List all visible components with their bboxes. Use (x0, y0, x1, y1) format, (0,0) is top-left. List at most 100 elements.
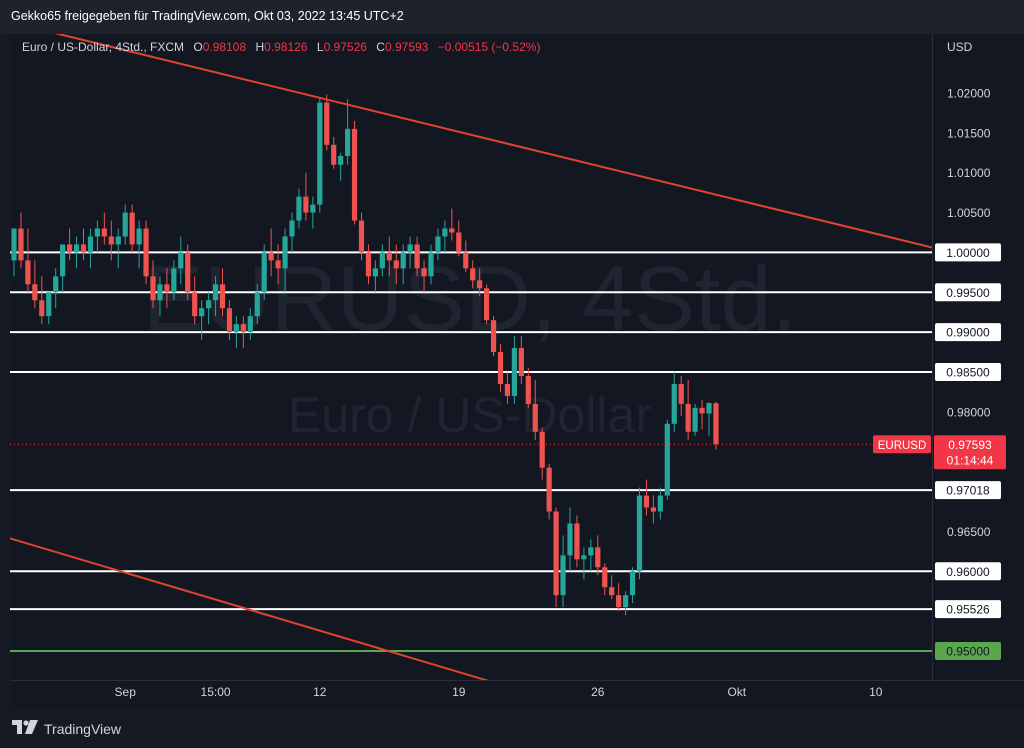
time-axis[interactable] (10, 680, 1024, 711)
candle-body (94, 228, 100, 237)
candle-body (46, 292, 52, 317)
candle-body (407, 244, 413, 253)
candle-body (449, 228, 455, 233)
level-label: 0.99500 (946, 286, 990, 300)
trendline-upper (54, 34, 932, 249)
candle-body (685, 403, 691, 432)
legend-change: −0.00515 (−0.52%) (437, 40, 541, 54)
chart-pane[interactable] (10, 34, 932, 680)
candle-body (282, 236, 288, 269)
candle-body (18, 228, 24, 261)
price-tag-symbol: EURUSD (878, 440, 927, 452)
price-tag-value: 0.97593 (948, 438, 992, 452)
candle-body (25, 260, 31, 285)
candle-body (518, 348, 524, 376)
legend-open-value: 0.98108 (202, 40, 247, 54)
candle-body (546, 467, 552, 512)
x-tick-label: 15:00 (201, 685, 231, 699)
candle-body (623, 595, 629, 608)
x-tick-label: 19 (452, 685, 466, 699)
candle-body (421, 268, 427, 277)
level-labels: 1.00000 0.99500 0.99000 0.98500 0.97018 0.960… (935, 243, 1001, 660)
publish-bar: Gekko65 freigegeben für TradingView.com,… (0, 0, 1024, 34)
candle-body (490, 320, 497, 353)
legend-symbol: Euro / US-Dollar, 4Std., FXCM (22, 40, 185, 54)
level-label-box (935, 243, 1001, 262)
candle-body (199, 308, 205, 317)
candle-body (595, 547, 601, 568)
candle-body (706, 403, 712, 414)
x-tick-label: 10 (869, 685, 883, 699)
legend-high-value: 0.98126 (264, 40, 308, 54)
candle-body (80, 244, 87, 253)
trendline-lower (10, 537, 489, 680)
candle-body (616, 595, 622, 608)
x-tick-label: 12 (313, 685, 327, 699)
candle-body (650, 507, 656, 512)
watermark-ticker: EURUSD, 4Std. (143, 248, 797, 350)
legend-low-value: 0.97526 (323, 40, 367, 54)
candle-body (115, 236, 121, 245)
candle-body (261, 252, 267, 293)
level-label-box (935, 562, 1001, 581)
candle-body (122, 212, 128, 237)
candle-body (53, 276, 59, 293)
x-tick-labels: Sep 15:00 12 19 26 Okt 10 (115, 685, 883, 699)
price-tag-countdown: 01:14:44 (947, 453, 994, 467)
level-label-box (935, 283, 1001, 302)
candle-body (671, 383, 677, 424)
candle-body (67, 244, 73, 253)
y-tick-label: 0.96500 (947, 525, 991, 539)
candle-body (657, 495, 663, 512)
candle-body (602, 567, 608, 588)
candle-body (372, 268, 378, 277)
candle-body (497, 352, 504, 384)
candle-body (553, 511, 559, 596)
candle-body (206, 300, 212, 309)
candle-body (588, 547, 594, 556)
candle-body (664, 423, 670, 496)
tv-mark (12, 720, 38, 734)
legend-low-label: L (316, 40, 324, 54)
tradingview-logo-icon (12, 720, 38, 737)
candle-body (254, 292, 260, 317)
candle-body (157, 284, 163, 301)
level-label: 0.98500 (946, 366, 990, 380)
candle-body (212, 284, 219, 301)
candle-body (192, 292, 198, 317)
candle-body (477, 280, 483, 289)
candle-body (358, 220, 365, 253)
level-label-box (935, 363, 1001, 381)
candle-body (164, 284, 170, 293)
level-label-box (935, 642, 1001, 660)
candle-body (317, 102, 323, 205)
candle-body (414, 244, 420, 269)
legend-close-label: C (376, 40, 385, 54)
candle-body (39, 300, 45, 317)
candle-body (219, 284, 226, 309)
publish-info: Gekko65 freigegeben für TradingView.com,… (11, 9, 404, 23)
candle-body (365, 252, 372, 277)
candle-body (636, 495, 643, 572)
candle-body (233, 324, 239, 333)
candle-body (463, 252, 469, 269)
candle-body (511, 348, 517, 396)
candle-body (324, 102, 330, 145)
x-tick-label: Okt (727, 685, 746, 699)
candle-body (699, 407, 705, 414)
candle-body (456, 232, 462, 253)
candle-body (567, 523, 573, 556)
candle-body (629, 571, 636, 596)
tradingview-brand[interactable]: TradingView (12, 720, 121, 737)
footer-bar (0, 710, 1024, 748)
candle-body (303, 196, 309, 213)
candle-body (108, 236, 114, 245)
candles (11, 94, 719, 616)
candle-body (532, 403, 538, 432)
candle-body (331, 144, 337, 165)
y-tick-label: 1.01500 (947, 126, 991, 140)
candle-body (393, 260, 399, 269)
axis-currency[interactable]: USD (947, 40, 973, 54)
brand-name: TradingView (44, 720, 122, 737)
candle-body (484, 288, 490, 321)
